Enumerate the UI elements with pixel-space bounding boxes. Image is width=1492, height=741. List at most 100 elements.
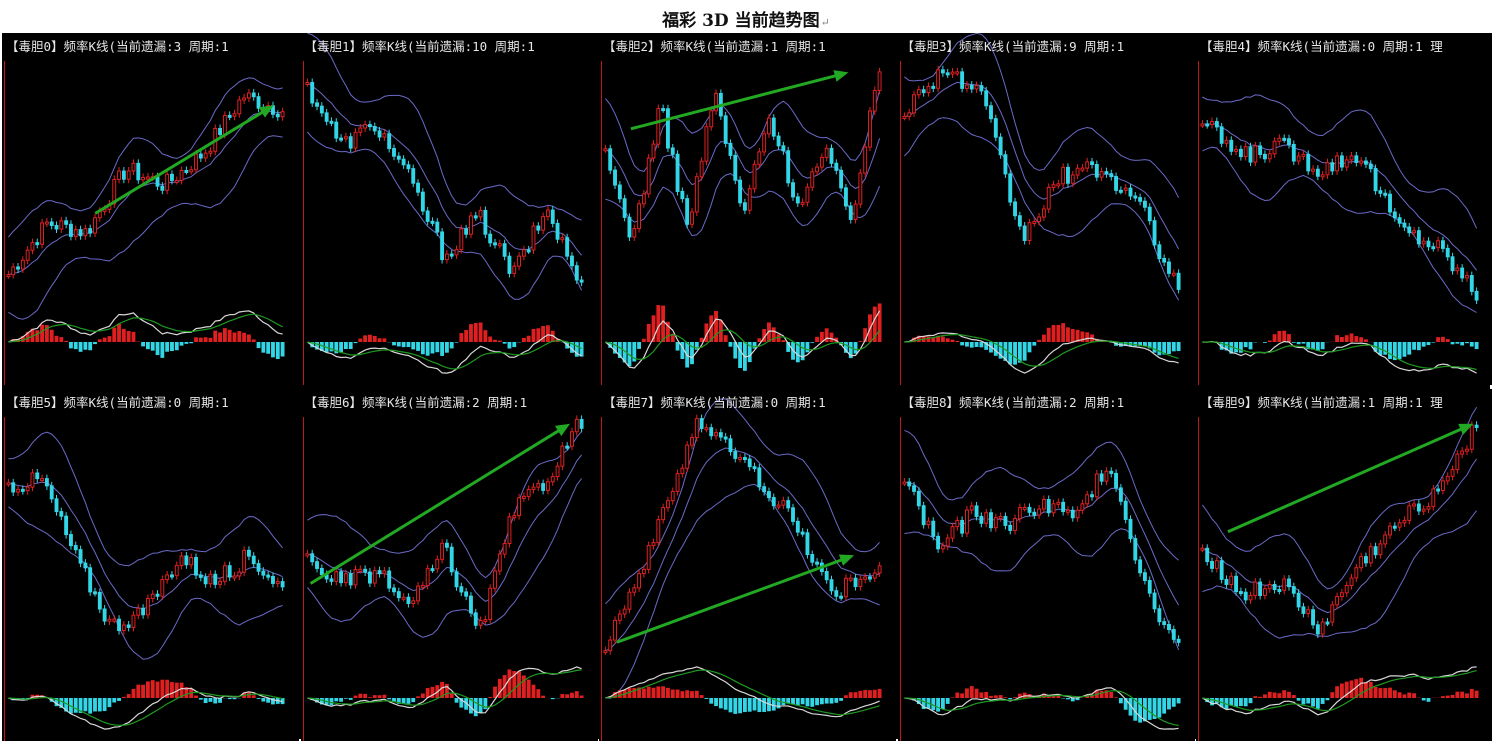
upper-band — [8, 431, 283, 567]
macd-dif-line — [1202, 340, 1477, 374]
candle-body — [1055, 183, 1060, 187]
trend-arrow — [630, 73, 840, 131]
candle-body — [1315, 624, 1320, 635]
chart-panel: 【毒胆2】频率K线(当前遗漏:1 周期:1 — [599, 33, 896, 385]
candle-body — [246, 92, 251, 99]
candle-body — [1349, 155, 1354, 161]
candle-body — [1022, 506, 1027, 510]
candle-body — [685, 198, 690, 225]
candle-body — [1070, 174, 1075, 184]
candle-body — [1311, 609, 1315, 626]
candle-body — [319, 105, 324, 114]
candle-body — [1147, 206, 1152, 222]
chart-panel: 【毒胆4】频率K线(当前遗漏:0 周期:1 理 — [1196, 33, 1492, 385]
candle-body — [1364, 160, 1368, 165]
candle-body — [709, 110, 714, 128]
candle-body — [1084, 161, 1089, 169]
trend-arrow — [309, 427, 562, 585]
chart-panel: 【毒胆6】频率K线(当前遗漏:2 周期:1 — [300, 389, 598, 741]
candle-body — [44, 478, 49, 487]
candle-body — [88, 228, 93, 234]
lower-band — [1202, 510, 1477, 639]
candle-body — [988, 105, 993, 120]
candle-body — [872, 89, 877, 112]
candle-body — [1108, 173, 1113, 178]
candle-body — [1287, 578, 1291, 588]
candle-body — [911, 485, 916, 492]
candle-body — [391, 148, 396, 157]
candle-body — [993, 517, 998, 529]
candle-body — [954, 71, 959, 75]
candle-body — [1440, 480, 1445, 492]
trend-arrow — [94, 109, 267, 215]
candle-body — [1306, 609, 1311, 614]
candle-body — [969, 84, 974, 90]
candle-body — [444, 253, 449, 261]
candle-body — [680, 190, 685, 200]
candle-body — [83, 562, 88, 569]
candle-body — [401, 158, 406, 166]
candle-body — [179, 169, 184, 181]
candle-body — [950, 71, 954, 75]
candle-body — [410, 600, 415, 605]
candle-body — [738, 457, 743, 461]
candle-body — [117, 170, 121, 180]
candle-body — [665, 500, 670, 509]
candle-body — [733, 154, 738, 181]
upper-band — [903, 33, 1179, 198]
candle-body — [165, 574, 170, 581]
panel-header: 【毒胆0】频率K线(当前遗漏:3 周期:1 — [6, 39, 229, 54]
middle-band — [605, 447, 880, 652]
chart-svg — [899, 33, 1181, 385]
candle-body — [386, 133, 391, 150]
candle-body — [468, 215, 473, 235]
candle-body — [1296, 155, 1301, 162]
candle-body — [1402, 222, 1407, 228]
chart-panel: 【毒胆0】频率K线(当前遗漏:3 周期:1 — [2, 33, 299, 385]
panel-header: 【毒胆7】频率K线(当前遗漏:0 周期:1 — [603, 395, 826, 410]
candle-body — [25, 249, 30, 261]
candle-body — [1450, 256, 1455, 272]
candle-body — [714, 92, 718, 112]
candle-body — [1378, 190, 1383, 194]
candle-body — [1051, 503, 1055, 514]
candle-body — [959, 519, 964, 534]
macd-dea-line — [903, 690, 1179, 727]
candle-body — [998, 516, 1003, 520]
candle-body — [839, 595, 844, 599]
candle-body — [1368, 546, 1373, 564]
candle-body — [160, 185, 165, 191]
candle-body — [1431, 488, 1436, 508]
candle-body — [20, 488, 25, 492]
candle-body — [6, 274, 11, 278]
candle-body — [694, 418, 699, 439]
candle-body — [767, 491, 771, 499]
candle-body — [117, 618, 121, 632]
candle-body — [1007, 173, 1012, 203]
candle-body — [194, 153, 198, 171]
middle-band — [8, 110, 283, 276]
candle-body — [1421, 508, 1426, 512]
candle-body — [434, 558, 439, 570]
candle-body — [1373, 546, 1378, 556]
macd-dif-line — [605, 310, 881, 369]
candle-body — [150, 593, 155, 600]
candle-body — [728, 438, 733, 453]
candle-body — [858, 172, 863, 205]
candle-body — [30, 242, 35, 251]
candle-body — [136, 607, 141, 616]
candle-body — [1291, 586, 1296, 594]
candle-body — [1099, 473, 1104, 482]
candle-body — [511, 265, 516, 274]
candle-body — [747, 188, 752, 211]
chart-svg — [1198, 407, 1479, 741]
candle-body — [242, 97, 247, 101]
chart-panel: 【毒胆1】频率K线(当前遗漏:10 周期:1 — [300, 33, 598, 385]
candle-body — [718, 432, 723, 438]
candle-body — [343, 573, 348, 584]
candle-body — [819, 156, 824, 168]
candle-body — [651, 542, 656, 547]
candle-body — [569, 431, 574, 447]
middle-band — [306, 454, 582, 602]
macd-dif-line — [8, 310, 283, 343]
